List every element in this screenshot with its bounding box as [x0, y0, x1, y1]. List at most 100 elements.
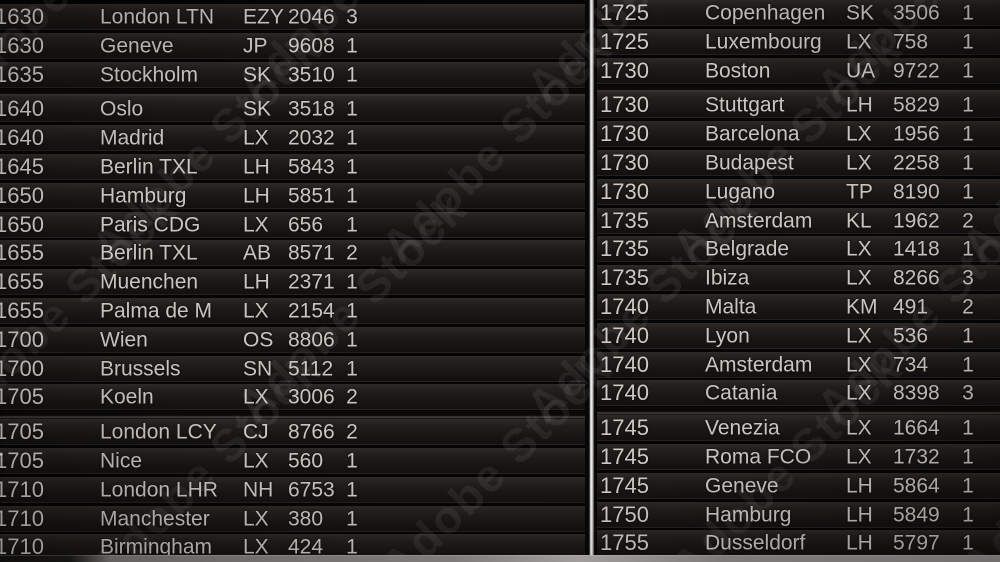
destination-city: Amsterdam	[705, 353, 813, 377]
airline-code: LH	[846, 93, 873, 117]
airline-code: LX	[243, 535, 269, 559]
airline-code: LH	[243, 184, 270, 208]
departure-time: 1710	[0, 505, 44, 531]
checkin-status: 2	[346, 420, 358, 444]
destination-city: London LCY	[100, 420, 217, 444]
flight-number: 1418	[893, 237, 940, 261]
flight-row: 1745 Venezia LX 1664 1	[597, 415, 1000, 442]
flight-number: 3510	[288, 63, 335, 87]
checkin-status: 1	[346, 97, 358, 121]
airline-code: CJ	[243, 420, 269, 444]
panel-seam	[597, 84, 1000, 93]
airline-code: SK	[846, 1, 875, 25]
airline-code: LX	[846, 381, 872, 405]
flight-row: 1735 Ibiza LX 8266 3	[597, 265, 1000, 292]
checkin-status: 3	[962, 381, 974, 405]
flight-number: 5829	[893, 93, 940, 117]
flight-row: 1700 Wien OS 8806 1	[0, 326, 586, 353]
destination-city: Boston	[705, 59, 771, 83]
flight-number: 1956	[893, 122, 940, 146]
adobe-stock-watermark: Adobe Stock | #1852102375	[0, 337, 3, 562]
departure-time: 1705	[0, 448, 44, 473]
column-divider	[585, 0, 598, 562]
departure-time: 1750	[600, 501, 649, 527]
departure-time: 1630	[0, 4, 44, 29]
checkin-status: 1	[346, 535, 358, 559]
checkin-status: 1	[962, 122, 974, 146]
airline-code: LH	[243, 270, 270, 294]
destination-city: Lugano	[705, 180, 776, 204]
flight-row: 1630 Geneve JP 9608 1	[0, 32, 586, 59]
departure-time: 1735	[600, 207, 649, 233]
checkin-status: 2	[962, 295, 974, 319]
checkin-status: 1	[962, 416, 974, 440]
flight-number: 8398	[893, 381, 940, 405]
airline-code: OS	[243, 328, 274, 352]
panel-seam	[0, 88, 586, 97]
destination-city: Roma FCO	[705, 445, 812, 469]
airline-code: SK	[243, 63, 272, 87]
flight-number: 2032	[288, 126, 335, 150]
flight-row: 1705 Nice LX 560 1	[0, 448, 586, 474]
flight-number: 3006	[288, 385, 335, 409]
destination-city: Palma de M	[100, 299, 213, 323]
panel-seam	[597, 407, 1000, 416]
bottom-bezel	[0, 555, 1000, 562]
airline-code: EZY	[243, 5, 284, 29]
checkin-status: 3	[346, 5, 358, 29]
flight-number: 5112	[288, 357, 334, 381]
destination-city: Budapest	[705, 151, 794, 175]
departure-time: 1745	[600, 415, 649, 441]
destination-city: Birmingham	[100, 535, 213, 559]
flight-number: 8266	[893, 266, 940, 290]
flight-row: 1645 Berlin TXL LH 5843 1	[0, 154, 586, 180]
flight-number: 758	[893, 30, 929, 54]
destination-city: Belgrade	[705, 237, 790, 261]
destination-city: London LTN	[100, 5, 215, 29]
flight-row: 1640 Oslo SK 3518 1	[0, 96, 586, 123]
flight-row: 1730 Boston UA 9722 1	[597, 57, 1000, 84]
checkin-status: 1	[346, 213, 358, 237]
destination-city: Nice	[100, 449, 143, 473]
airline-code: LH	[846, 503, 873, 527]
flight-number: 424	[288, 535, 324, 559]
airline-code: LX	[846, 324, 872, 348]
destination-city: Paris CDG	[100, 213, 201, 237]
panel-seam	[0, 411, 586, 420]
destination-city: Stuttgart	[705, 93, 785, 117]
flight-number: 2154	[288, 299, 335, 323]
departure-time: 1745	[600, 444, 649, 469]
flight-number: 5849	[893, 503, 940, 527]
flight-row: 1725 Copenhagen SK 3506 1	[597, 0, 1000, 26]
checkin-status: 1	[962, 474, 974, 498]
flight-number: 2258	[893, 151, 940, 175]
flight-number: 9608	[288, 34, 335, 58]
departure-time: 1755	[600, 530, 649, 556]
checkin-status: 1	[962, 151, 974, 175]
flight-row: 1710 Manchester LX 380 1	[0, 505, 586, 532]
flight-row: 1640 Madrid LX 2032 1	[0, 125, 586, 152]
flight-row: 1655 Palma de M LX 2154 1	[0, 298, 586, 324]
airline-code: LX	[243, 126, 269, 150]
checkin-status: 1	[346, 270, 358, 294]
departure-time: 1735	[600, 265, 649, 291]
flight-number: 491	[893, 295, 929, 319]
airline-code: LX	[846, 122, 872, 146]
airline-code: NH	[243, 478, 274, 502]
airline-code: KL	[846, 209, 872, 233]
checkin-status: 1	[346, 126, 358, 150]
flight-number: 656	[288, 213, 324, 237]
departure-time: 1730	[600, 150, 649, 175]
flight-number: 8806	[288, 328, 335, 352]
destination-city: Wien	[100, 328, 148, 352]
destination-city: Madrid	[100, 126, 165, 150]
destination-city: Luxembourg	[705, 30, 822, 54]
flight-row: 1730 Lugano TP 8190 1	[597, 178, 1000, 205]
flight-number: 5797	[893, 531, 940, 555]
airline-code: LX	[846, 416, 872, 440]
destination-city: Geneve	[100, 34, 174, 58]
airline-code: AB	[243, 241, 272, 265]
departure-time: 1740	[600, 351, 649, 377]
destination-city: Ibiza	[705, 266, 750, 290]
flight-number: 5843	[288, 155, 335, 179]
